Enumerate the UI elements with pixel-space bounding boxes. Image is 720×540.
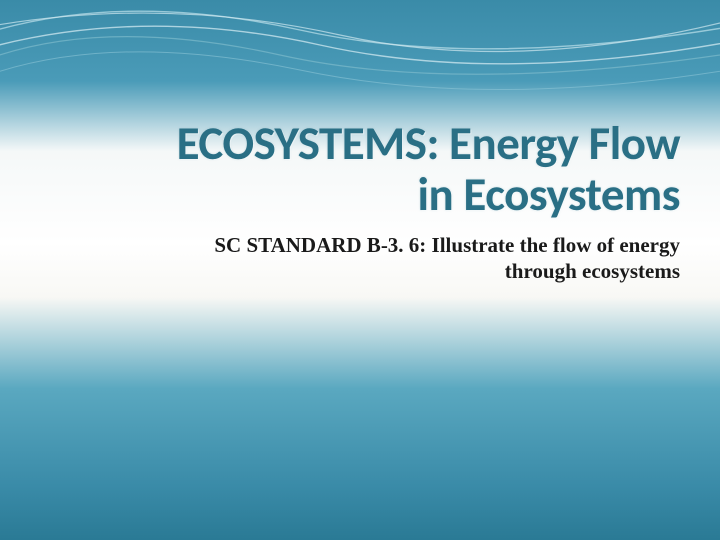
subtitle-line-1: SC STANDARD B-3. 6: Illustrate the flow …	[214, 233, 680, 257]
slide: ECOSYSTEMS: Energy Flow in Ecosystems SC…	[0, 0, 720, 540]
subtitle-line-2: through ecosystems	[505, 259, 680, 283]
slide-subtitle: SC STANDARD B-3. 6: Illustrate the flow …	[40, 232, 680, 285]
title-line-1: ECOSYSTEMS: Energy Flow	[177, 114, 680, 172]
title-line-2: in Ecosystems	[417, 165, 680, 223]
slide-title: ECOSYSTEMS: Energy Flow in Ecosystems	[40, 118, 680, 220]
content-block: ECOSYSTEMS: Energy Flow in Ecosystems SC…	[40, 118, 680, 284]
